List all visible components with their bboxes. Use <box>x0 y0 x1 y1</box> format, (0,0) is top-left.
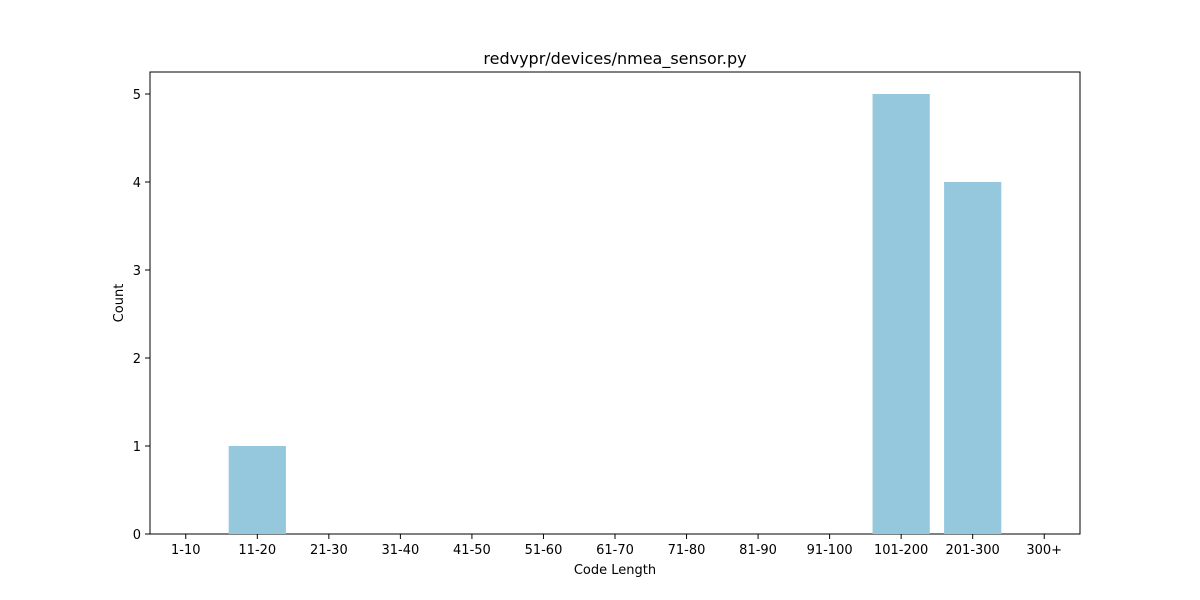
y-tick-label: 3 <box>133 264 141 279</box>
bars <box>228 94 1002 534</box>
y-tick-label: 5 <box>133 88 141 103</box>
x-tick-label: 300+ <box>1026 543 1062 558</box>
chart-title: redvypr/devices/nmea_sensor.py <box>483 49 746 69</box>
x-axis-ticks: 1-10 11-20 21-30 31-40 41-50 51-60 61-70 71-80 8… <box>171 534 1062 558</box>
x-tick-label: 101-200 <box>874 543 928 558</box>
y-tick-label: 2 <box>133 352 141 367</box>
x-tick-label: 61-70 <box>596 543 634 558</box>
x-tick-label: 31-40 <box>381 543 419 558</box>
y-tick-label: 0 <box>133 528 141 543</box>
bar-201-300 <box>944 182 1002 534</box>
y-axis-ticks: 0 1 2 3 4 5 <box>133 88 150 543</box>
x-tick-label: 51-60 <box>525 543 563 558</box>
x-tick-label: 201-300 <box>946 543 1000 558</box>
x-tick-label: 1-10 <box>171 543 201 558</box>
bar-101-200 <box>872 94 930 534</box>
y-tick-label: 4 <box>133 176 141 191</box>
x-tick-label: 11-20 <box>238 543 276 558</box>
y-tick-label: 1 <box>133 440 141 455</box>
plot-frame <box>149 71 1081 535</box>
x-axis-label: Code Length <box>574 563 656 578</box>
x-tick-label: 81-90 <box>739 543 777 558</box>
y-axis-label: Count <box>112 284 127 323</box>
x-tick-label: 21-30 <box>310 543 348 558</box>
bar-11-20 <box>228 446 286 534</box>
x-tick-label: 71-80 <box>668 543 706 558</box>
plot-area: 1-10 11-20 21-30 31-40 41-50 51-60 61-70 71-80 8… <box>133 71 1081 558</box>
x-tick-label: 91-100 <box>807 543 853 558</box>
x-tick-label: 41-50 <box>453 543 491 558</box>
